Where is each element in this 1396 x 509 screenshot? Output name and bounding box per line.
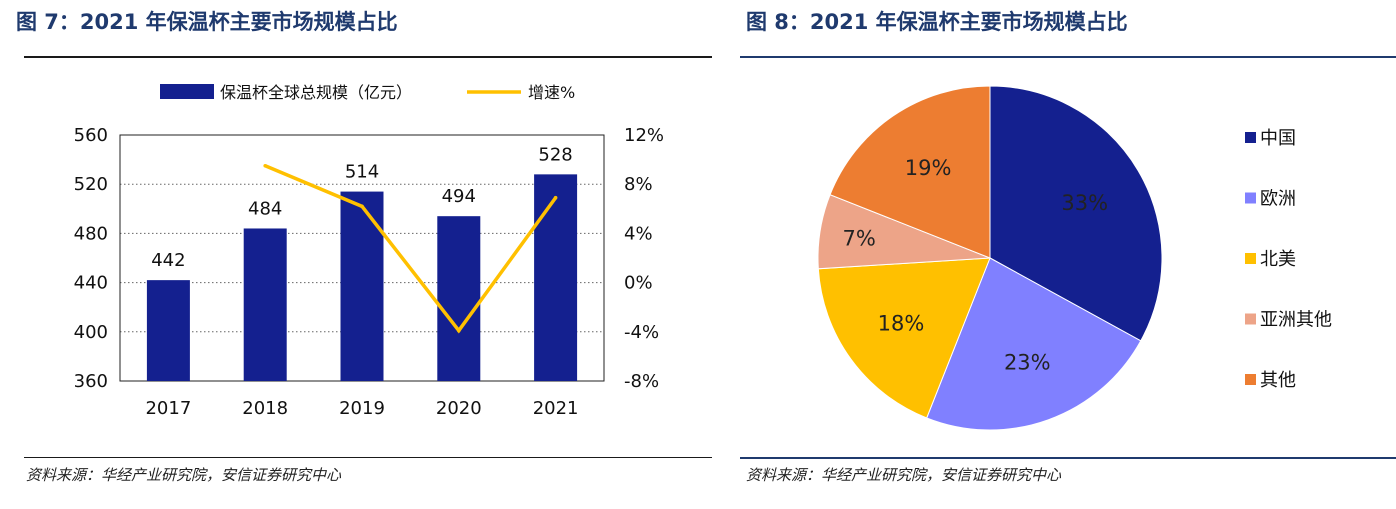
x-tick-label: 2017 bbox=[145, 398, 191, 419]
legend-line-label: 增速% bbox=[528, 83, 575, 102]
bar-data-label: 494 bbox=[442, 186, 476, 207]
pie-legend-swatch bbox=[1245, 313, 1256, 325]
pie-legend-label: 欧洲 bbox=[1260, 189, 1296, 210]
bar-data-label: 442 bbox=[151, 250, 185, 271]
top-rule bbox=[740, 56, 1396, 58]
growth-point bbox=[553, 195, 558, 200]
y2-tick-label: 8% bbox=[624, 174, 653, 195]
pie-legend-label: 中国 bbox=[1260, 128, 1296, 149]
pie-slice-label: 7% bbox=[843, 226, 876, 250]
pie-slice-label: 33% bbox=[1061, 191, 1108, 215]
pie-legend-label: 其他 bbox=[1260, 370, 1296, 391]
pie-slice-label: 23% bbox=[1004, 351, 1051, 375]
y-tick-label: 400 bbox=[74, 322, 108, 343]
y-tick-label: 560 bbox=[74, 125, 108, 146]
pie-slice bbox=[829, 85, 991, 259]
top-rule bbox=[24, 56, 712, 58]
bar bbox=[340, 191, 384, 381]
y2-tick-label: 0% bbox=[624, 273, 653, 294]
y-tick-label: 440 bbox=[74, 273, 108, 294]
pie-legend-label: 亚洲其他 bbox=[1260, 310, 1332, 331]
figure-8-source: 资料来源：华经产业研究院，安信证券研究中心 bbox=[746, 466, 1062, 484]
y-tick-label: 520 bbox=[74, 174, 108, 195]
x-tick-label: 2021 bbox=[533, 398, 579, 419]
y2-tick-label: -4% bbox=[624, 322, 659, 343]
bar-line-chart: 560 520 480 440 400 360 12% 8% 4% 0% -4% -8% 442 2017… bbox=[74, 83, 664, 419]
pie-slice-label: 19% bbox=[905, 156, 952, 180]
bar-data-label: 528 bbox=[538, 144, 572, 165]
x-tick-label: 2019 bbox=[339, 398, 385, 419]
figure-8-title: 图 8：2021 年保温杯主要市场规模占比 bbox=[746, 10, 1128, 34]
bar-data-label: 514 bbox=[345, 162, 379, 183]
figure-7-title: 图 7：2021 年保温杯主要市场规模占比 bbox=[16, 10, 398, 34]
y2-tick-label: 4% bbox=[624, 223, 653, 244]
bar-data-label: 484 bbox=[248, 198, 282, 219]
growth-point bbox=[360, 204, 364, 209]
x-tick-label: 2020 bbox=[436, 398, 482, 419]
bar bbox=[243, 228, 287, 381]
figure-7-source: 资料来源：华经产业研究院，安信证券研究中心 bbox=[26, 466, 342, 484]
growth-point bbox=[263, 163, 268, 168]
left-chart-panel: 图 7：2021 年保温杯主要市场规模占比 560 520 480 440 400 360… bbox=[16, 10, 712, 484]
y-tick-label: 480 bbox=[74, 223, 108, 244]
pie-slice bbox=[989, 85, 1163, 342]
pie-legend-label: 北美 bbox=[1260, 249, 1296, 270]
legend-bar-swatch bbox=[160, 84, 214, 99]
pie-slice bbox=[926, 257, 1142, 431]
growth-point bbox=[457, 328, 461, 333]
y2-tick-label: 12% bbox=[624, 125, 664, 146]
x-tick-label: 2018 bbox=[242, 398, 288, 419]
legend-bar-label: 保温杯全球总规模（亿元） bbox=[220, 83, 412, 102]
pie-legend-swatch bbox=[1245, 253, 1256, 264]
growth-line bbox=[264, 164, 558, 334]
bar bbox=[146, 280, 190, 381]
y2-tick-label: -8% bbox=[624, 371, 659, 392]
pie-legend-swatch bbox=[1245, 374, 1256, 385]
bar bbox=[437, 216, 481, 381]
right-chart-panel: 图 8：2021 年保温杯主要市场规模占比 33% 23% 18% 7% 19% 中国欧洲… bbox=[740, 0, 1396, 509]
y-tick-label: 360 bbox=[74, 371, 108, 392]
pie-slice-label: 18% bbox=[878, 312, 925, 336]
bottom-rule bbox=[740, 457, 1396, 459]
bar bbox=[534, 174, 578, 381]
pie-slice bbox=[817, 257, 991, 419]
bottom-rule bbox=[24, 457, 712, 458]
pie-legend-swatch bbox=[1245, 192, 1256, 204]
pie-legend-swatch bbox=[1245, 132, 1256, 143]
